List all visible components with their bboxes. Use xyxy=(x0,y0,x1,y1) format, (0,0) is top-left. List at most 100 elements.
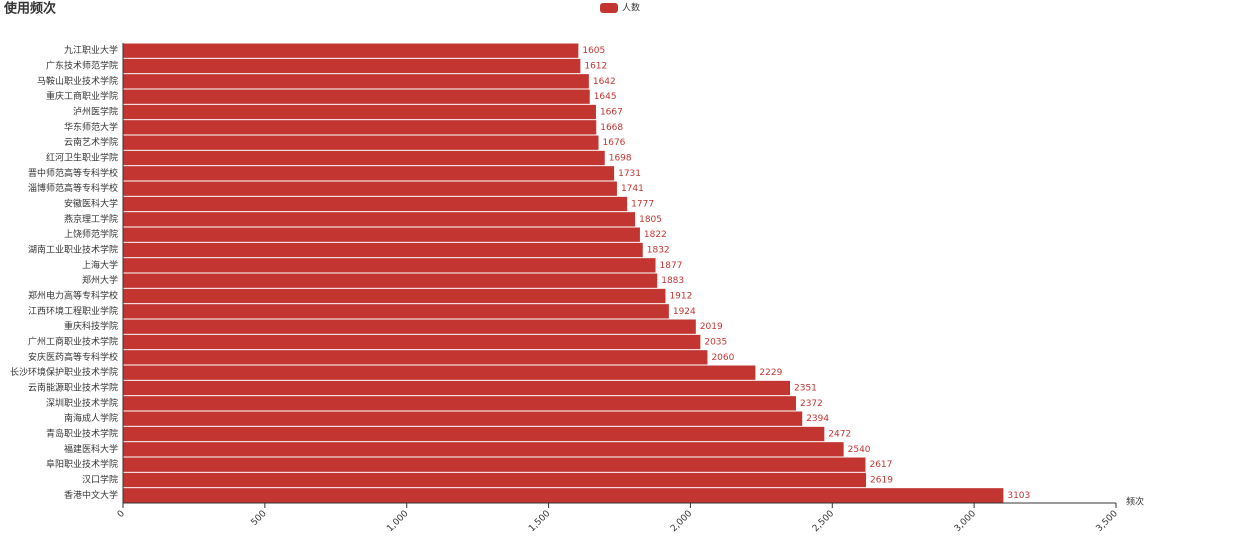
data-label: 2472 xyxy=(828,430,851,440)
bar xyxy=(123,273,658,288)
data-label: 1731 xyxy=(618,169,641,179)
y-tick-label: 上饶师范学院 xyxy=(64,228,118,240)
data-label: 2540 xyxy=(848,445,871,455)
bar xyxy=(123,258,656,273)
y-tick-label: 淄博师范高等专科学校 xyxy=(28,182,118,194)
y-tick-label: 马鞍山职业技术学院 xyxy=(37,75,118,87)
data-label: 1741 xyxy=(621,184,644,194)
y-tick-label: 安庆医药高等专科学校 xyxy=(28,351,118,363)
y-tick-label: 燕京理工学院 xyxy=(64,213,118,225)
data-label: 1668 xyxy=(600,123,623,133)
bar xyxy=(123,304,669,319)
y-tick-label: 上海大学 xyxy=(82,259,118,271)
data-label: 1805 xyxy=(639,215,662,225)
data-label: 1877 xyxy=(660,261,683,271)
bar xyxy=(123,426,825,442)
data-label: 1676 xyxy=(603,138,626,148)
y-tick-label: 湖南工业职业技术学院 xyxy=(28,244,118,256)
data-label: 1777 xyxy=(631,200,654,210)
bar xyxy=(123,365,756,380)
y-tick-label: 福建医科大学 xyxy=(64,443,118,455)
y-tick-label: 广州工商职业技术学院 xyxy=(28,336,118,348)
x-tick-label: 2,000 xyxy=(669,509,694,534)
data-label: 1924 xyxy=(673,307,696,317)
bar xyxy=(123,457,866,472)
bar xyxy=(123,319,696,334)
data-label: 2394 xyxy=(806,414,829,424)
bar xyxy=(123,288,666,304)
data-label: 2372 xyxy=(800,399,823,409)
legend-swatch[interactable] xyxy=(600,3,618,13)
data-label: 2619 xyxy=(870,476,893,486)
y-tick-label: 香港中文大学 xyxy=(64,489,118,501)
y-tick-label: 阜阳职业技术学院 xyxy=(46,458,118,470)
y-tick-label: 华东师范大学 xyxy=(64,121,118,133)
x-tick-label: 1,000 xyxy=(385,509,410,534)
bar xyxy=(123,58,581,74)
bar xyxy=(123,442,844,457)
bar xyxy=(123,380,791,396)
y-tick-label: 郑州电力高等专科学校 xyxy=(28,290,118,302)
y-tick-label: 南海成人学院 xyxy=(64,412,118,424)
bar xyxy=(123,43,579,58)
y-tick-label: 重庆科技学院 xyxy=(64,320,118,332)
bar xyxy=(123,350,708,365)
chart-title: 使用频次 xyxy=(3,1,56,17)
data-label: 2060 xyxy=(711,353,734,363)
bar xyxy=(123,120,597,135)
y-tick-label: 九江职业大学 xyxy=(64,44,118,56)
bar xyxy=(123,181,617,196)
data-label: 3103 xyxy=(1007,491,1030,501)
x-tick-label: 2,500 xyxy=(811,509,836,534)
y-tick-label: 红河卫生职业学院 xyxy=(46,152,118,164)
x-axis-title: 频次 xyxy=(1126,496,1144,508)
data-label: 1822 xyxy=(644,230,667,240)
bar xyxy=(123,166,615,181)
data-label: 1883 xyxy=(661,276,684,286)
legend-label[interactable]: 人数 xyxy=(622,2,640,14)
data-label: 2617 xyxy=(869,460,892,470)
data-label: 2019 xyxy=(700,322,723,332)
data-label: 2035 xyxy=(704,338,727,348)
y-tick-label: 青岛职业技术学院 xyxy=(46,428,118,440)
bar xyxy=(123,334,701,350)
x-tick-label: 500 xyxy=(250,509,269,528)
data-label: 1912 xyxy=(669,292,692,302)
bar xyxy=(123,242,643,258)
bar xyxy=(123,227,640,242)
data-label: 1698 xyxy=(609,154,632,164)
x-tick-label: 1,500 xyxy=(527,509,552,534)
bar xyxy=(123,196,628,212)
y-tick-label: 江西环境工程职业学院 xyxy=(28,305,118,317)
bar xyxy=(123,150,605,166)
x-tick-label: 0 xyxy=(116,509,127,520)
bar xyxy=(123,396,796,411)
y-tick-label: 汉口学院 xyxy=(82,474,118,486)
bar xyxy=(123,104,596,120)
data-label: 1612 xyxy=(584,62,607,72)
y-tick-label: 安徽医科大学 xyxy=(64,198,118,210)
y-tick-label: 长沙环境保护职业技术学院 xyxy=(10,366,118,378)
bar xyxy=(123,135,599,150)
y-tick-label: 深圳职业技术学院 xyxy=(46,397,118,409)
bar xyxy=(123,74,589,89)
data-label: 2229 xyxy=(759,368,782,378)
y-tick-label: 广东技术师范学院 xyxy=(46,60,118,72)
y-tick-label: 重庆工商职业学院 xyxy=(46,90,118,102)
x-tick-label: 3,500 xyxy=(1095,509,1120,534)
y-tick-label: 晋中师范高等专科学校 xyxy=(28,167,118,179)
data-label: 1832 xyxy=(647,246,670,256)
bar xyxy=(123,488,1004,503)
bar xyxy=(123,212,636,227)
y-tick-label: 云南艺术学院 xyxy=(64,136,118,148)
data-label: 1605 xyxy=(582,46,605,56)
data-label: 1642 xyxy=(593,77,616,87)
data-label: 1667 xyxy=(600,108,623,118)
y-tick-label: 郑州大学 xyxy=(82,274,118,286)
data-label: 2351 xyxy=(794,384,817,394)
x-tick-label: 3,000 xyxy=(953,509,978,534)
bar xyxy=(123,472,867,488)
data-label: 1645 xyxy=(594,92,617,102)
y-tick-label: 云南能源职业技术学院 xyxy=(28,382,118,394)
